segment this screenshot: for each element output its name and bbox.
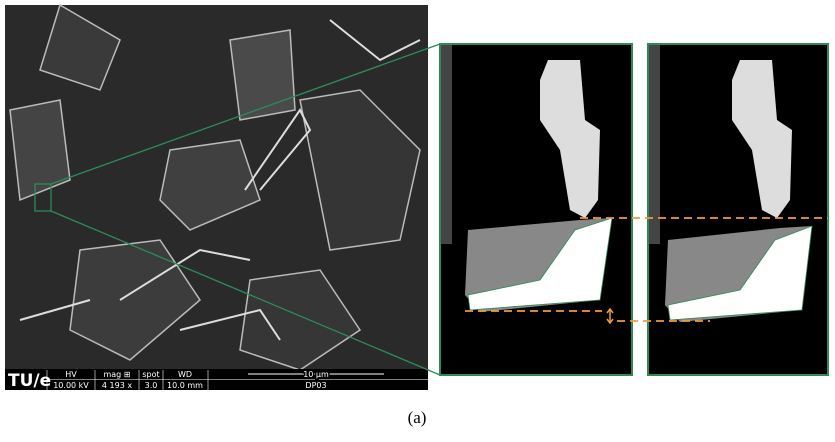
mag-label: mag ⊞ [103, 370, 130, 379]
wd-label: WD [178, 370, 192, 379]
scale-label: 10 μm [303, 370, 329, 379]
sample-id: DP03 [305, 381, 326, 390]
mag-value: 4 193 x [102, 381, 132, 390]
zoom-panel-right [648, 44, 828, 375]
logo: TU/e [8, 371, 51, 391]
zoom-panel-left [440, 44, 632, 375]
hv-label: HV [65, 370, 77, 379]
hv-value: 10.00 kV [53, 381, 89, 390]
caption: (a) [408, 408, 427, 427]
wd-value: 10.0 mm [167, 381, 203, 390]
spot-value: 3.0 [145, 381, 158, 390]
figure: TU/e HV 10.00 kV mag ⊞ 4 193 x spot 3.0 … [0, 0, 835, 442]
spot-label: spot [142, 370, 159, 379]
